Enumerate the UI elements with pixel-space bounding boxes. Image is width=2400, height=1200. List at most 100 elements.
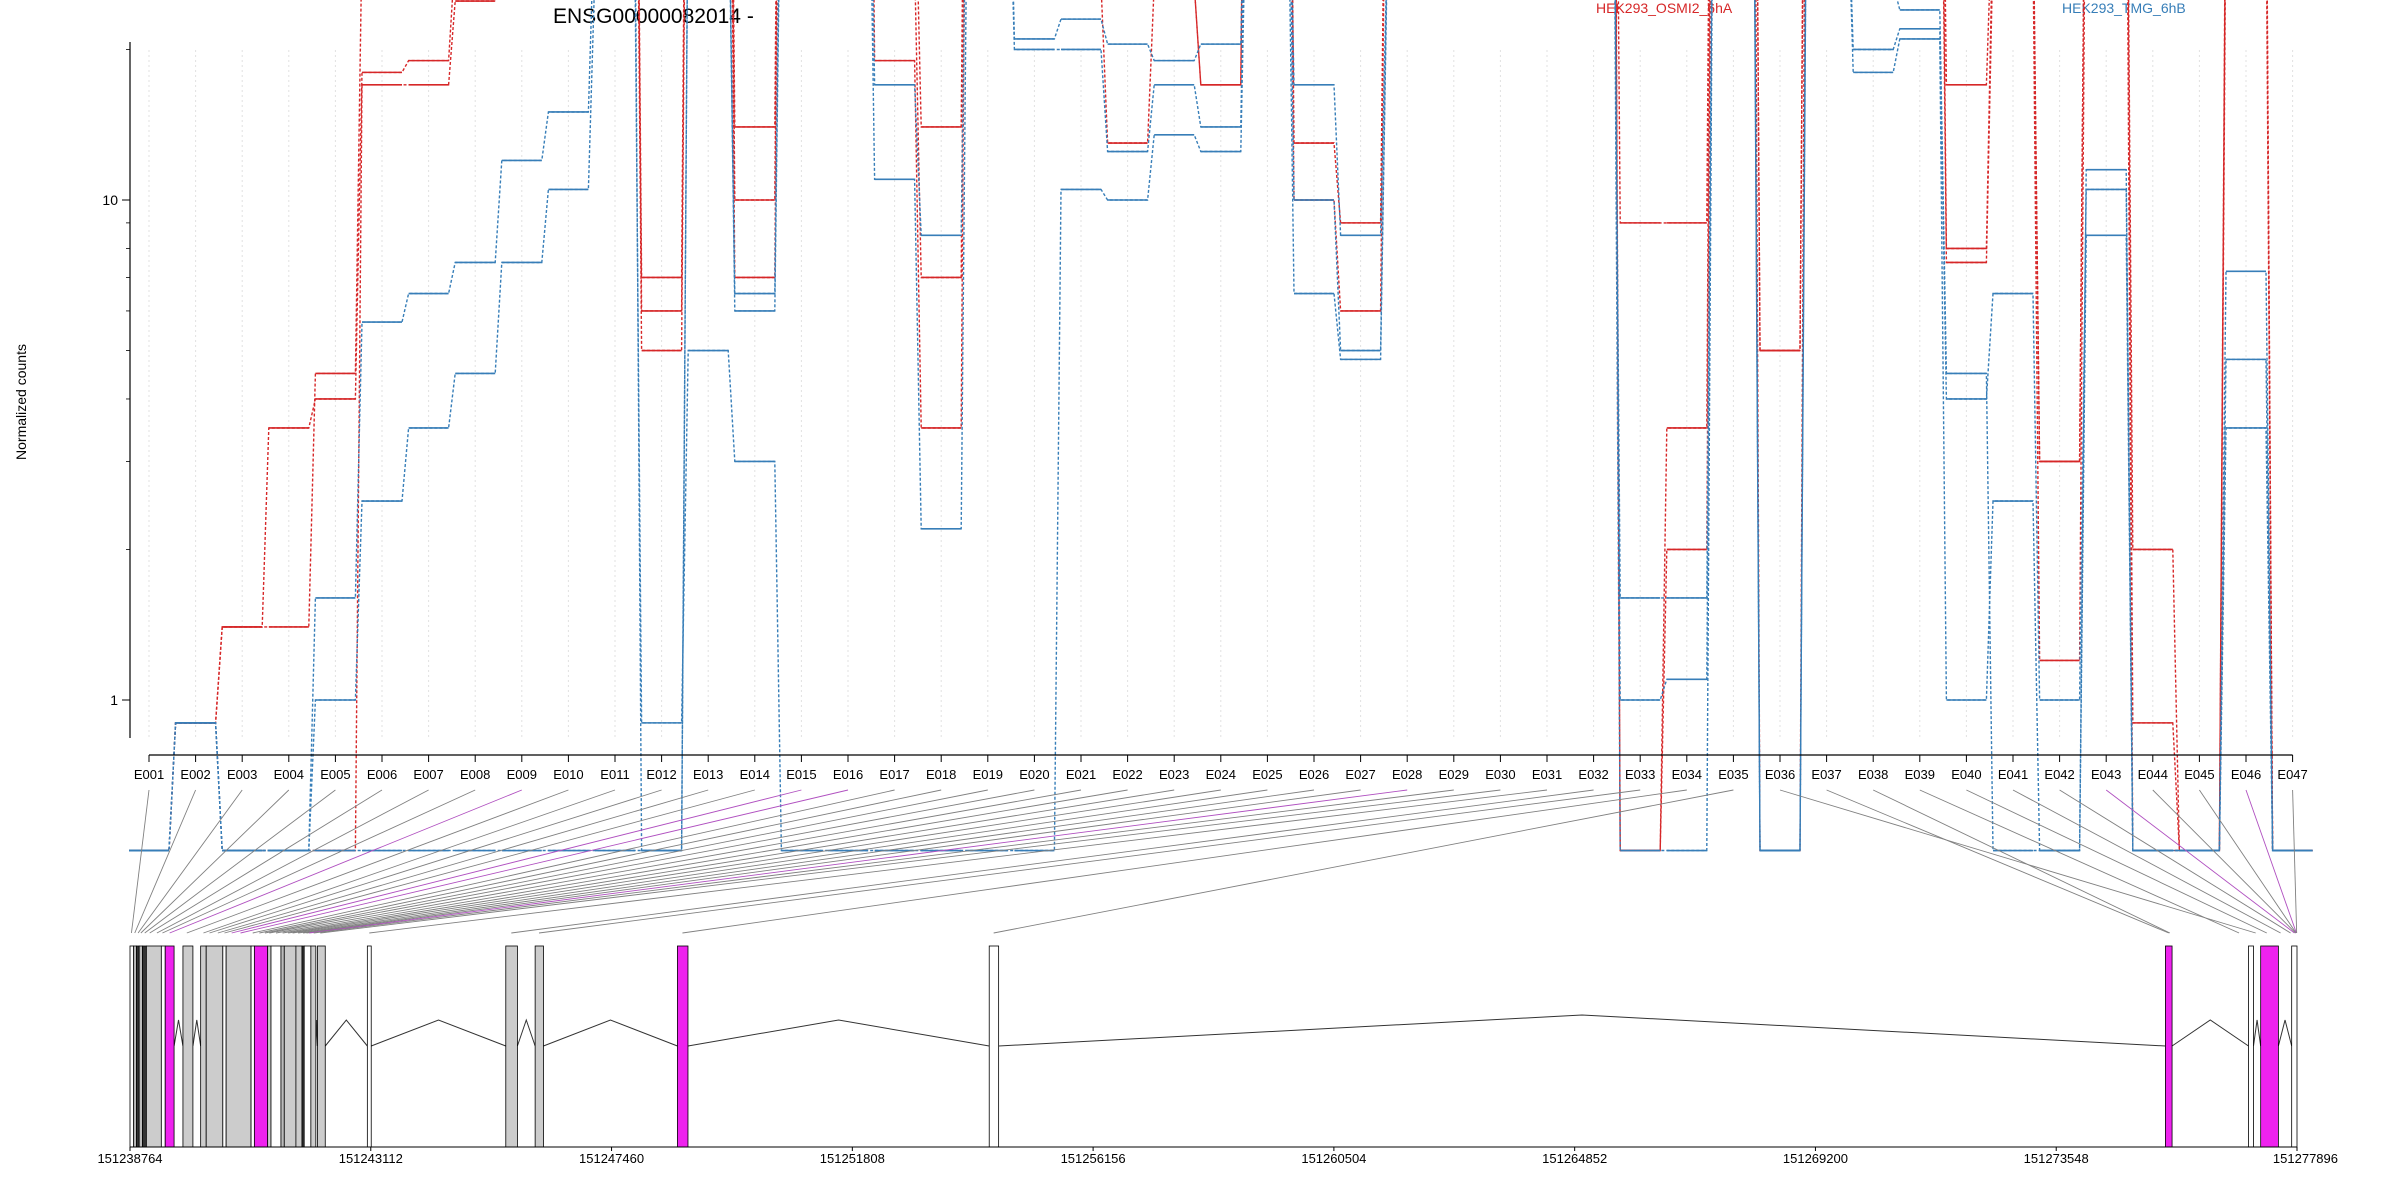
exon-box-E018 xyxy=(280,945,285,1148)
x-tick-label: E041 xyxy=(1998,767,2028,782)
intron-line xyxy=(192,1019,202,1047)
intron-line xyxy=(516,1018,536,1047)
exon-box-E032 xyxy=(2260,945,2279,1148)
connector-line xyxy=(134,789,197,934)
x-tick-label: E031 xyxy=(1532,767,1562,782)
coordinate-tick-label: 151273548 xyxy=(2024,1151,2089,1166)
exon-box-E009 xyxy=(182,945,194,1148)
axes: 110100E001E002E003E004E005E006E007E008E0… xyxy=(102,42,2308,782)
connector-line xyxy=(209,789,662,934)
connector-line xyxy=(217,789,709,934)
gridlines xyxy=(148,50,2294,740)
connector-line xyxy=(2105,789,2295,934)
x-tick-label: E046 xyxy=(2231,767,2261,782)
connector-line xyxy=(203,789,616,934)
x-tick-label: E034 xyxy=(1672,767,1702,782)
x-tick-label: E029 xyxy=(1439,767,1469,782)
x-tick-label: E021 xyxy=(1066,767,1096,782)
x-tick-label: E043 xyxy=(2091,767,2121,782)
connector-line xyxy=(156,789,429,934)
intron-line xyxy=(324,1019,368,1047)
x-tick-label: E019 xyxy=(973,767,1003,782)
exon-box-E030 xyxy=(2165,945,2173,1148)
exon-box-E014 xyxy=(250,945,255,1148)
x-tick-label: E005 xyxy=(320,767,350,782)
x-tick-label: E008 xyxy=(460,767,490,782)
exon-box-E023 xyxy=(310,945,317,1148)
connector-line xyxy=(1966,789,2267,934)
exon-box-E031 xyxy=(2248,945,2254,1148)
intron-line xyxy=(2171,1019,2249,1047)
x-tick-label: E010 xyxy=(553,767,583,782)
x-tick-label: E037 xyxy=(1811,767,1841,782)
x-tick-label: E003 xyxy=(227,767,257,782)
exon-box-E028 xyxy=(677,945,689,1148)
exon-box-E022 xyxy=(303,945,312,1148)
exon-box-E029 xyxy=(988,945,1000,1148)
exon-box-E012 xyxy=(222,945,227,1148)
exon-box-E015 xyxy=(253,945,269,1148)
x-tick-label: E040 xyxy=(1951,767,1981,782)
exon-box-E004 xyxy=(138,945,143,1148)
connector-line xyxy=(137,789,243,934)
connector-line xyxy=(1919,789,2240,934)
y-tick-label: 1 xyxy=(110,692,118,708)
exon-box-E005 xyxy=(142,945,147,1148)
x-tick-label: E039 xyxy=(1905,767,1935,782)
y-axis-label: Normalized counts xyxy=(13,344,29,460)
legend-osmi2: HEK293_OSMI2_6hA xyxy=(1596,0,1733,16)
connector-line xyxy=(169,789,522,934)
chart-title: ENSG00000082014 - xyxy=(553,5,754,28)
x-tick-label: E038 xyxy=(1858,767,1888,782)
connector-line xyxy=(2059,789,2291,934)
connector-line xyxy=(2199,789,2297,934)
exon-box-E002 xyxy=(133,945,137,1148)
connector-line xyxy=(309,789,1408,934)
connector-line xyxy=(186,789,569,934)
connector-line xyxy=(2292,789,2298,934)
connector-line xyxy=(1779,789,2256,934)
exon-box-E010 xyxy=(200,945,207,1148)
intron-line xyxy=(543,1019,678,1047)
exon-box-E019 xyxy=(283,945,297,1148)
intron-line xyxy=(2277,1019,2293,1047)
connector-line xyxy=(2152,789,2296,934)
connector-line xyxy=(162,789,476,934)
x-tick-label: E028 xyxy=(1392,767,1422,782)
exon-box-E001 xyxy=(129,945,135,1148)
intron-line xyxy=(687,1019,990,1047)
exon-box-E020 xyxy=(295,945,303,1148)
connector-line xyxy=(1826,789,2169,934)
x-tick-label: E035 xyxy=(1718,767,1748,782)
connector-line xyxy=(511,789,1594,934)
connector-line xyxy=(682,789,1687,934)
connector-line xyxy=(369,789,1548,934)
intron-line xyxy=(173,1019,184,1047)
exon-box-E026 xyxy=(505,945,518,1148)
x-tick-label: E022 xyxy=(1112,767,1142,782)
exon-box-E017 xyxy=(270,945,282,1148)
exon-box-E027 xyxy=(534,945,544,1148)
exon-box-E033 xyxy=(2291,945,2298,1148)
connector-line xyxy=(2245,789,2297,934)
x-tick-label: E018 xyxy=(926,767,956,782)
x-tick-label: E044 xyxy=(2138,767,2168,782)
exon-box-E013 xyxy=(225,945,252,1148)
legend-tmg: HEK293_TMG_6hB xyxy=(2062,0,2186,16)
x-tick-label: E032 xyxy=(1578,767,1608,782)
x-tick-label: E011 xyxy=(600,767,629,782)
x-tick-label: E009 xyxy=(507,767,537,782)
exon-box-E008 xyxy=(164,945,175,1148)
x-tick-label: E017 xyxy=(879,767,909,782)
x-tick-label: E015 xyxy=(786,767,816,782)
exon-box-E011 xyxy=(205,945,224,1148)
x-tick-label: E012 xyxy=(646,767,676,782)
coordinate-tick-label: 151238764 xyxy=(97,1151,162,1166)
connector-line xyxy=(298,789,1268,934)
connector-line xyxy=(282,789,1128,934)
coordinate-tick-label: 151243112 xyxy=(339,1151,403,1166)
coordinate-tick-label: 151264852 xyxy=(1542,1151,1607,1166)
connector-line xyxy=(292,789,1221,934)
connector-line xyxy=(269,789,1035,934)
